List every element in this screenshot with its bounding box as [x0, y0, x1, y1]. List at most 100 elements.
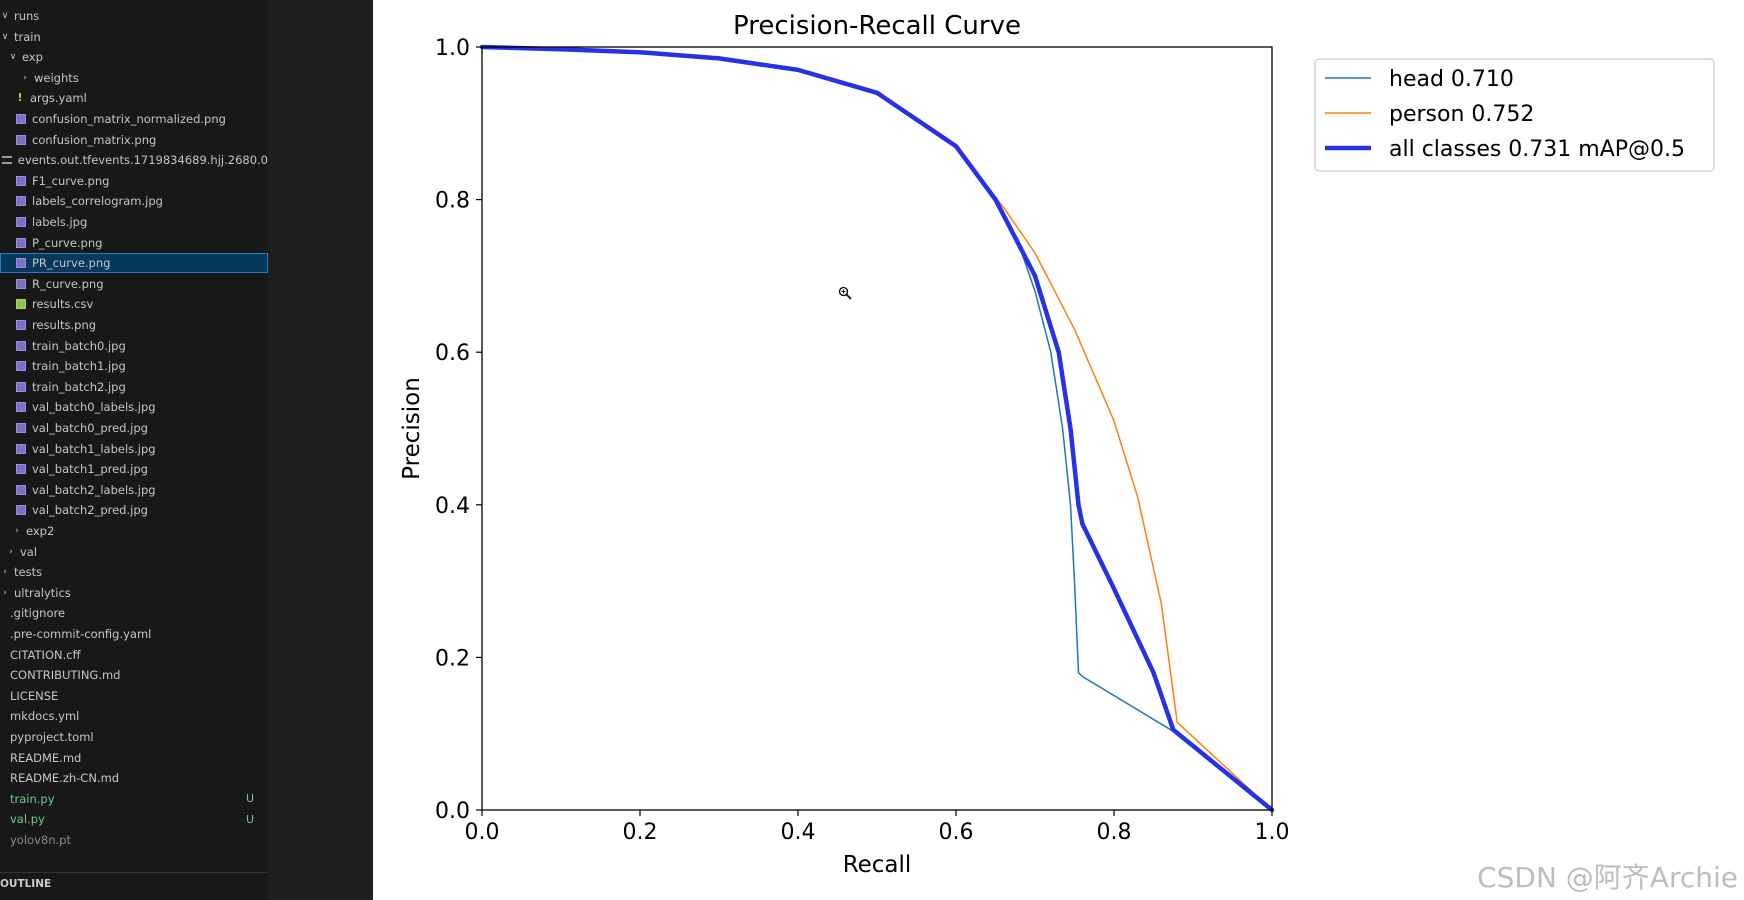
- zoom-in-cursor-icon: [838, 285, 852, 304]
- y-tick-label: 0.2: [435, 646, 470, 671]
- tree-item-label: val: [20, 544, 38, 559]
- chevron-right-icon[interactable]: ›: [15, 526, 19, 536]
- series-line: [479, 44, 1275, 813]
- tree-item[interactable]: labels_correlogram.jpg: [0, 191, 268, 211]
- tree-item[interactable]: labels.jpg: [0, 212, 268, 232]
- tree-item-label: events.out.tfevents.1719834689.hjj.2680.…: [17, 153, 268, 168]
- image-file-icon: [16, 320, 26, 330]
- tree-item[interactable]: train.py U: [0, 789, 268, 809]
- tree-item-label: weights: [34, 70, 79, 85]
- tree-item-label: yolov8n.pt: [10, 833, 71, 847]
- image-file-icon: [16, 237, 26, 248]
- tree-item-label: P_curve.png: [32, 235, 103, 250]
- tree-item[interactable]: val_batch2_pred.jpg: [0, 500, 268, 520]
- tree-item-label: ultralytics: [14, 585, 71, 600]
- tree-item[interactable]: val.py U: [0, 809, 268, 829]
- chevron-down-icon[interactable]: ∨: [1, 31, 9, 42]
- tree-item[interactable]: ∨ exp: [0, 47, 268, 67]
- image-file-icon: [16, 175, 26, 186]
- tree-item-label: F1_curve.png: [32, 173, 110, 188]
- tree-item-label: confusion_matrix.png: [32, 132, 157, 147]
- y-tick-label: 0.6: [435, 341, 470, 366]
- tree-item[interactable]: README.zh-CN.md: [0, 768, 268, 788]
- tree-item-label: val.py: [10, 812, 45, 827]
- chevron-down-icon[interactable]: ∨: [1, 11, 9, 21]
- tree-item[interactable]: CONTRIBUTING.md: [0, 665, 268, 685]
- image-file-icon: [16, 505, 26, 516]
- outline-section-header[interactable]: OUTLINE: [0, 872, 268, 895]
- tree-item[interactable]: yolov8n.pt: [0, 830, 268, 850]
- tree-item[interactable]: › exp2: [0, 521, 268, 541]
- tree-item[interactable]: .pre-commit-config.yaml: [0, 624, 268, 644]
- image-file-icon: [16, 484, 26, 495]
- tree-item[interactable]: train_batch2.jpg: [0, 377, 268, 397]
- chevron-right-icon[interactable]: ›: [3, 567, 7, 578]
- image-file-icon: [16, 423, 26, 433]
- tree-item[interactable]: › val: [0, 542, 268, 562]
- tree-item-label: labels.jpg: [32, 215, 88, 229]
- tree-item[interactable]: train_batch0.jpg: [0, 336, 268, 356]
- tree-item[interactable]: R_curve.png: [0, 274, 268, 294]
- x-tick-label: 1.0: [1255, 820, 1290, 845]
- tree-item[interactable]: .gitignore: [0, 603, 268, 623]
- tree-item-label: confusion_matrix_normalized.png: [32, 112, 226, 126]
- tree-item[interactable]: results.csv: [0, 294, 268, 314]
- y-axis-label: Precision: [399, 377, 425, 480]
- tree-item-label: val_batch0_labels.jpg: [32, 400, 156, 415]
- tree-item[interactable]: results.png: [0, 315, 268, 335]
- image-file-icon: [16, 361, 26, 372]
- tree-item[interactable]: F1_curve.png: [0, 171, 268, 191]
- chevron-down-icon[interactable]: ∨: [9, 52, 17, 63]
- tree-item-label: pyproject.toml: [10, 730, 94, 744]
- x-tick-label: 0.0: [465, 820, 500, 845]
- tree-item[interactable]: P_curve.png: [0, 233, 268, 253]
- tree-item-label: exp2: [26, 524, 55, 538]
- x-tick-label: 0.8: [1097, 820, 1132, 845]
- tree-item-label: runs: [14, 9, 40, 23]
- image-file-icon: [16, 134, 26, 145]
- y-tick-label: 0.8: [435, 189, 470, 214]
- tree-item[interactable]: val_batch0_pred.jpg: [0, 418, 268, 438]
- tree-item[interactable]: › tests: [0, 562, 268, 582]
- image-file-icon: [16, 340, 26, 351]
- tree-item-label: R_curve.png: [32, 276, 104, 291]
- tree-item[interactable]: ∨ train: [0, 27, 268, 47]
- tree-item[interactable]: val_batch1_labels.jpg: [0, 439, 268, 459]
- image-file-icon: [16, 196, 26, 207]
- tree-item-label: results.csv: [32, 297, 94, 312]
- tree-item-label: CITATION.cff: [10, 647, 81, 662]
- x-axis-label: Recall: [843, 852, 912, 878]
- tree-item[interactable]: LICENSE: [0, 686, 268, 706]
- tree-item[interactable]: › ultralytics: [0, 583, 268, 603]
- yaml-file-icon: !: [17, 91, 23, 105]
- chevron-right-icon[interactable]: ›: [23, 72, 27, 83]
- tree-item[interactable]: CITATION.cff: [0, 645, 268, 665]
- tree-item[interactable]: › weights: [0, 68, 268, 88]
- chevron-right-icon[interactable]: ›: [3, 587, 7, 598]
- chevron-right-icon[interactable]: ›: [9, 546, 13, 557]
- tree-item[interactable]: val_batch0_labels.jpg: [0, 397, 268, 417]
- tree-item[interactable]: train_batch1.jpg: [0, 356, 268, 376]
- tree-item[interactable]: ! args.yaml: [0, 88, 268, 108]
- tree-item[interactable]: confusion_matrix_normalized.png: [0, 109, 268, 129]
- tree-item-label: mkdocs.yml: [10, 709, 80, 724]
- tree-item[interactable]: events.out.tfevents.1719834689.hjj.2680.…: [0, 150, 268, 170]
- tree-item[interactable]: ∨ runs: [0, 6, 268, 26]
- tree-item-label: LICENSE: [10, 688, 59, 703]
- git-status-badge: U: [245, 812, 254, 826]
- tree-item[interactable]: confusion_matrix.png: [0, 130, 268, 150]
- legend-box: [1314, 58, 1715, 172]
- tree-item[interactable]: val_batch1_pred.jpg: [0, 459, 268, 479]
- plot-frame: [481, 46, 1273, 811]
- outline-label: OUTLINE: [0, 878, 52, 890]
- watermark: CSDN @阿齐Archie: [1477, 861, 1738, 894]
- tree-item[interactable]: pyproject.toml: [0, 727, 268, 747]
- csv-file-icon: [16, 299, 26, 310]
- tree-item[interactable]: PR_curve.png: [0, 253, 268, 274]
- tree-item[interactable]: README.md: [0, 748, 268, 768]
- image-preview: 0.0 0.2 0.4 0.6 0.8 1.0 0.0 0.2 0.4 0.6 0.8 1.0 Prec…: [373, 0, 1744, 900]
- tree-item-label: tests: [14, 565, 43, 580]
- tree-item-label: README.zh-CN.md: [10, 771, 120, 786]
- tree-item[interactable]: val_batch2_labels.jpg: [0, 480, 268, 500]
- tree-item[interactable]: mkdocs.yml: [0, 706, 268, 726]
